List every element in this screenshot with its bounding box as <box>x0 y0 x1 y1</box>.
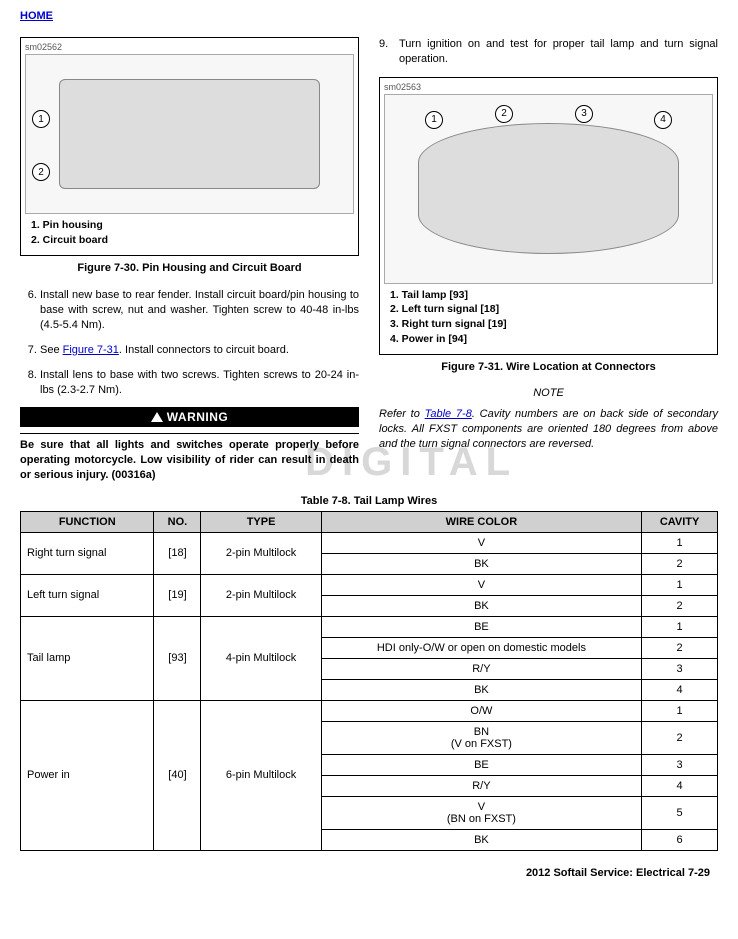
table-body: Right turn signal[18]2-pin MultilockV1BK… <box>21 532 718 850</box>
step-9: 9. Turn ignition on and test for proper … <box>379 37 718 67</box>
cell-type: 2-pin Multilock <box>201 532 321 574</box>
cell-no: [93] <box>154 616 201 700</box>
cell-type: 6-pin Multilock <box>201 700 321 850</box>
cell-function: Tail lamp <box>21 616 154 700</box>
cell-function: Left turn signal <box>21 574 154 616</box>
cell-wire-color: V <box>321 532 641 553</box>
cell-function: Power in <box>21 700 154 850</box>
warning-triangle-icon <box>151 412 163 422</box>
figure-legend: 1. Tail lamp [93] 2. Left turn signal [1… <box>384 284 713 351</box>
note-pre: Refer to <box>379 408 425 420</box>
table-row: Right turn signal[18]2-pin MultilockV1 <box>21 532 718 553</box>
step-7: See Figure 7-31. Install connectors to c… <box>40 343 359 358</box>
figure-caption: Figure 7-30. Pin Housing and Circuit Boa… <box>20 262 359 274</box>
cell-cavity: 5 <box>642 796 718 829</box>
cell-cavity: 2 <box>642 595 718 616</box>
step-8: Install lens to base with two screws. Ti… <box>40 368 359 398</box>
cell-cavity: 2 <box>642 553 718 574</box>
callout-2: 2 <box>32 163 50 181</box>
figure-7-31: sm02563 1 2 3 4 1. Tail lamp [93] 2. Lef… <box>379 77 718 356</box>
cell-wire-color: O/W <box>321 700 641 721</box>
cell-no: [19] <box>154 574 201 616</box>
cell-cavity: 3 <box>642 754 718 775</box>
cell-wire-color: BN (V on FXST) <box>321 721 641 754</box>
table-7-8-link[interactable]: Table 7-8 <box>425 408 472 420</box>
callout-3: 3 <box>575 105 593 123</box>
th-no: NO. <box>154 511 201 532</box>
legend-item: 3. Right turn signal [19] <box>390 317 707 332</box>
cell-cavity: 2 <box>642 637 718 658</box>
figure-id: sm02562 <box>25 42 354 52</box>
legend-item: 4. Power in [94] <box>390 332 707 347</box>
callout-2: 2 <box>495 105 513 123</box>
diagram-placeholder: 1 2 <box>25 54 354 214</box>
warning-label: WARNING <box>167 410 229 424</box>
table-row: Tail lamp[93]4-pin MultilockBE1 <box>21 616 718 637</box>
left-column: sm02562 1 2 1. Pin housing 2. Circuit bo… <box>20 37 359 483</box>
cell-cavity: 6 <box>642 829 718 850</box>
figure-legend: 1. Pin housing 2. Circuit board <box>25 214 354 251</box>
legend-item: 2. Circuit board <box>31 233 348 248</box>
figure-7-30: sm02562 1 2 1. Pin housing 2. Circuit bo… <box>20 37 359 256</box>
procedure-steps-left: Install new base to rear fender. Install… <box>20 288 359 397</box>
cell-wire-color: BK <box>321 595 641 616</box>
warning-body: Be sure that all lights and switches ope… <box>20 433 359 483</box>
legend-item: 2. Left turn signal [18] <box>390 302 707 317</box>
tail-lamp-wires-table: FUNCTION NO. TYPE WIRE COLOR CAVITY Righ… <box>20 511 718 851</box>
table-row: Power in[40]6-pin MultilockO/W1 <box>21 700 718 721</box>
home-link[interactable]: HOME <box>20 10 53 22</box>
cell-no: [18] <box>154 532 201 574</box>
cell-cavity: 2 <box>642 721 718 754</box>
cell-cavity: 3 <box>642 658 718 679</box>
cell-function: Right turn signal <box>21 532 154 574</box>
th-type: TYPE <box>201 511 321 532</box>
page-footer: 2012 Softail Service: Electrical 7-29 <box>526 867 710 879</box>
cell-wire-color: HDI only-O/W or open on domestic models <box>321 637 641 658</box>
cell-wire-color: V <box>321 574 641 595</box>
th-function: FUNCTION <box>21 511 154 532</box>
cell-cavity: 1 <box>642 574 718 595</box>
cell-wire-color: BK <box>321 829 641 850</box>
note-title: NOTE <box>379 387 718 399</box>
cell-type: 2-pin Multilock <box>201 574 321 616</box>
table-caption: Table 7-8. Tail Lamp Wires <box>20 495 718 507</box>
diagram-placeholder: 1 2 3 4 <box>384 94 713 284</box>
cell-cavity: 1 <box>642 616 718 637</box>
figure-caption: Figure 7-31. Wire Location at Connectors <box>379 361 718 373</box>
callout-1: 1 <box>425 111 443 129</box>
cell-cavity: 4 <box>642 679 718 700</box>
th-cavity: CAVITY <box>642 511 718 532</box>
step-7-pre: See <box>40 344 63 356</box>
table-head: FUNCTION NO. TYPE WIRE COLOR CAVITY <box>21 511 718 532</box>
legend-item: 1. Pin housing <box>31 218 348 233</box>
cell-wire-color: BK <box>321 553 641 574</box>
step-7-post: . Install connectors to circuit board. <box>119 344 289 356</box>
figure-7-31-link[interactable]: Figure 7-31 <box>63 344 119 356</box>
cell-wire-color: BE <box>321 754 641 775</box>
callout-4: 4 <box>654 111 672 129</box>
step-6: Install new base to rear fender. Install… <box>40 288 359 333</box>
cell-type: 4-pin Multilock <box>201 616 321 700</box>
note-body: Refer to Table 7-8. Cavity numbers are o… <box>379 407 718 452</box>
content-columns: sm02562 1 2 1. Pin housing 2. Circuit bo… <box>20 37 718 483</box>
cell-no: [40] <box>154 700 201 850</box>
step-9-num: 9. <box>379 37 399 67</box>
cell-wire-color: BK <box>321 679 641 700</box>
cell-wire-color: R/Y <box>321 775 641 796</box>
cell-cavity: 1 <box>642 700 718 721</box>
cell-wire-color: V (BN on FXST) <box>321 796 641 829</box>
th-wire-color: WIRE COLOR <box>321 511 641 532</box>
step-9-text: Turn ignition on and test for proper tai… <box>399 37 718 67</box>
legend-item: 1. Tail lamp [93] <box>390 288 707 303</box>
table-row: Left turn signal[19]2-pin MultilockV1 <box>21 574 718 595</box>
warning-header: WARNING <box>20 407 359 427</box>
cell-wire-color: R/Y <box>321 658 641 679</box>
figure-id: sm02563 <box>384 82 713 92</box>
cell-cavity: 4 <box>642 775 718 796</box>
callout-1: 1 <box>32 110 50 128</box>
cell-cavity: 1 <box>642 532 718 553</box>
cell-wire-color: BE <box>321 616 641 637</box>
right-column: 9. Turn ignition on and test for proper … <box>379 37 718 483</box>
